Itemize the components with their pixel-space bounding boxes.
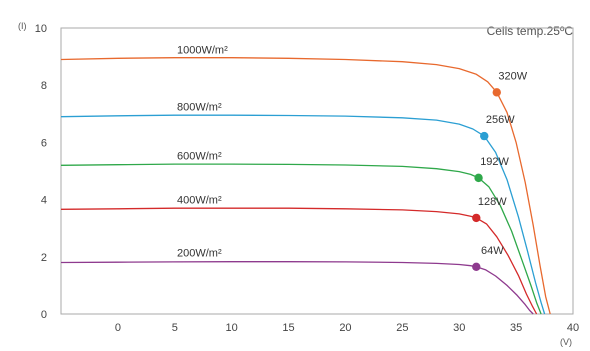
series-3: 400W/m² 128W xyxy=(60,194,538,315)
series-4: 200W/m² 64W xyxy=(60,245,534,315)
y-tick-label: 2 xyxy=(41,252,47,264)
series-layer: 1000W/m² 320W 800W/m² 256W 600W/m² 192W 400W/m… xyxy=(60,44,551,315)
y-tick-label: 0 xyxy=(41,309,47,321)
x-tick-label: 35 xyxy=(510,322,522,334)
x-tick-label: 15 xyxy=(282,322,294,334)
y-tick-label: 6 xyxy=(41,137,47,149)
series-label: 400W/m² xyxy=(177,194,222,206)
series-line xyxy=(60,261,534,315)
max-power-point xyxy=(472,262,481,272)
max-power-label: 64W xyxy=(481,245,504,257)
chart-title: Cells temp.25ºC xyxy=(487,24,574,38)
max-power-point xyxy=(480,131,489,141)
y-axis-ticks: 0 2 4 6 8 10 xyxy=(35,23,47,321)
x-tick-label: 20 xyxy=(339,322,351,334)
max-power-point xyxy=(472,213,481,223)
series-2: 600W/m² 192W xyxy=(60,150,542,315)
max-power-label: 128W xyxy=(478,196,507,208)
y-tick-label: 10 xyxy=(35,23,47,35)
series-label: 600W/m² xyxy=(177,150,222,162)
y-axis-label: (I) xyxy=(18,21,27,31)
x-tick-label: 5 xyxy=(172,322,178,334)
plot-frame xyxy=(60,27,574,315)
x-tick-label: 10 xyxy=(226,322,238,334)
max-power-label: 320W xyxy=(498,70,527,82)
series-0: 1000W/m² 320W xyxy=(60,44,551,315)
x-tick-label: 0 xyxy=(115,322,121,334)
y-tick-label: 4 xyxy=(41,195,47,207)
series-line xyxy=(60,57,551,315)
y-tick-label: 8 xyxy=(41,80,47,92)
series-label: 800W/m² xyxy=(177,102,222,114)
x-tick-label: 30 xyxy=(453,322,465,334)
max-power-label: 256W xyxy=(486,114,515,126)
x-tick-label: 25 xyxy=(396,322,408,334)
series-line xyxy=(60,207,538,315)
series-label: 200W/m² xyxy=(177,248,222,260)
max-power-point xyxy=(474,173,483,183)
series-line xyxy=(60,163,542,315)
x-tick-label: 40 xyxy=(567,322,579,334)
series-line xyxy=(60,114,546,315)
series-label: 1000W/m² xyxy=(177,44,228,56)
max-power-label: 192W xyxy=(480,156,509,168)
max-power-point xyxy=(492,88,501,97)
series-1: 800W/m² 256W xyxy=(60,102,546,315)
x-axis-label: (V) xyxy=(560,337,572,347)
x-axis-ticks: 0 5 10 15 20 25 30 35 40 xyxy=(115,322,579,334)
